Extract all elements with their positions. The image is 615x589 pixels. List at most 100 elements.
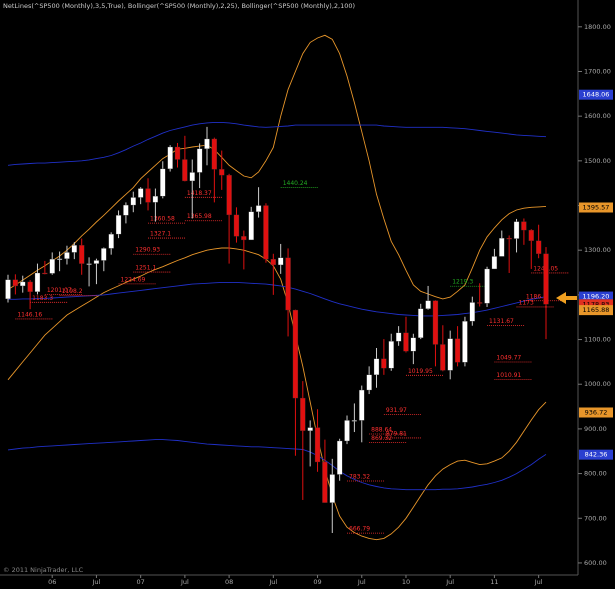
netline-label: 1019.95 [408, 368, 433, 375]
candle-body [270, 258, 276, 266]
candle-body [86, 263, 92, 265]
x-tick-label: 08 [225, 578, 233, 586]
candle-body [145, 188, 151, 203]
x-tick-label: Jul [180, 578, 189, 586]
candle-body [241, 236, 247, 241]
netline-label: 1440.24 [283, 180, 308, 187]
candle-body [418, 308, 424, 338]
candle-body [440, 344, 446, 371]
netline-label: 1173 [519, 299, 534, 306]
price-marker [579, 449, 613, 460]
candle-body [160, 168, 166, 197]
netline-label: 1360.58 [150, 216, 175, 223]
candle-body [255, 205, 262, 212]
candle-body [138, 188, 144, 198]
candle-body [12, 279, 19, 287]
candle-body [115, 215, 122, 235]
netline-label: 1146.16 [17, 311, 42, 318]
netline-label: 783.32 [349, 474, 370, 481]
candle-body [101, 248, 107, 261]
netline-label: 1224.69 [121, 276, 146, 283]
netline-label: 931.97 [386, 407, 407, 414]
x-tick-label: Jul [445, 578, 454, 586]
price-marker [579, 291, 613, 302]
price-marker-label: 1196.20 [583, 293, 610, 301]
candle-body [71, 245, 77, 253]
y-tick-label: 1700.00 [584, 67, 611, 75]
candle-body [204, 138, 210, 149]
candle-body [314, 427, 321, 463]
x-tick-label: Jul [92, 578, 101, 586]
candle-body [432, 300, 439, 345]
price-marker-label: 1648.06 [583, 91, 610, 99]
candle-body [56, 258, 63, 260]
candle-body [285, 257, 291, 311]
candle-body [64, 252, 70, 259]
y-tick-label: 1500.00 [584, 157, 611, 165]
x-tick-label: 10 [402, 578, 410, 586]
y-tick-label: 1300.00 [584, 246, 611, 254]
price-marker-label: 1165.88 [583, 306, 610, 314]
candle-body [248, 211, 254, 241]
candle-body [499, 237, 505, 257]
price-marker-label: 1178.83 [583, 300, 610, 308]
band-line [7, 439, 547, 491]
candle-body [403, 332, 409, 352]
x-tick-label: Jul [268, 578, 277, 586]
candle-body [233, 214, 240, 237]
price-marker-label: 1395.57 [583, 203, 610, 211]
price-marker-label: 842.36 [585, 451, 608, 459]
candle-body [300, 397, 306, 431]
candle-body [543, 253, 549, 305]
price-marker [579, 89, 613, 100]
netline-label: 1327.1 [150, 231, 171, 238]
netline-label: 1049.77 [496, 354, 521, 361]
netline-label: 1290.93 [135, 247, 160, 254]
y-tick-label: 1600.00 [584, 112, 611, 120]
candle-body [462, 321, 468, 363]
copyright: © 2011 NinjaTrader, LLC [3, 566, 84, 574]
y-tick-label: 1100.00 [584, 336, 611, 344]
candle-body [189, 172, 195, 182]
candle-body [528, 229, 534, 241]
candle-body [491, 256, 498, 270]
candle-body [219, 169, 225, 176]
candle-body [506, 237, 512, 240]
netline-label: 1198.2 [62, 288, 83, 295]
candle-body [336, 440, 343, 475]
netline-label: 879.81 [386, 430, 407, 437]
candle-body [373, 358, 380, 375]
candle-body [93, 260, 100, 264]
candle-body [351, 420, 358, 422]
candle-body [366, 374, 372, 391]
y-tick-label: 800.00 [584, 470, 607, 478]
y-tick-label: 900.00 [584, 425, 607, 433]
candle-body [5, 279, 11, 300]
price-marker [579, 305, 613, 316]
candle-body [329, 474, 335, 503]
band-line [7, 121, 547, 166]
chart-title: NetLines(^SP500 (Monthly),3,5,True), Bol… [3, 2, 355, 10]
candle-body [49, 258, 55, 274]
band-line [7, 247, 547, 541]
candle-body [278, 257, 284, 266]
candle-body [388, 341, 394, 369]
y-tick-label: 1800.00 [584, 23, 611, 31]
candle-body [34, 272, 41, 292]
x-tick-label: 09 [313, 578, 321, 586]
candle-body [359, 389, 365, 421]
x-tick-label: Jul [357, 578, 366, 586]
y-tick-label: 1000.00 [584, 380, 611, 388]
candle-body [307, 427, 313, 431]
price-marker [579, 407, 613, 418]
y-tick-label: 600.00 [584, 559, 607, 567]
x-tick-label: 07 [137, 578, 145, 586]
candle-body [513, 221, 520, 239]
candle-body [454, 338, 461, 363]
price-marker [579, 299, 613, 310]
candle-body [20, 281, 26, 287]
candle-body [484, 268, 490, 304]
candle-body [395, 332, 402, 342]
